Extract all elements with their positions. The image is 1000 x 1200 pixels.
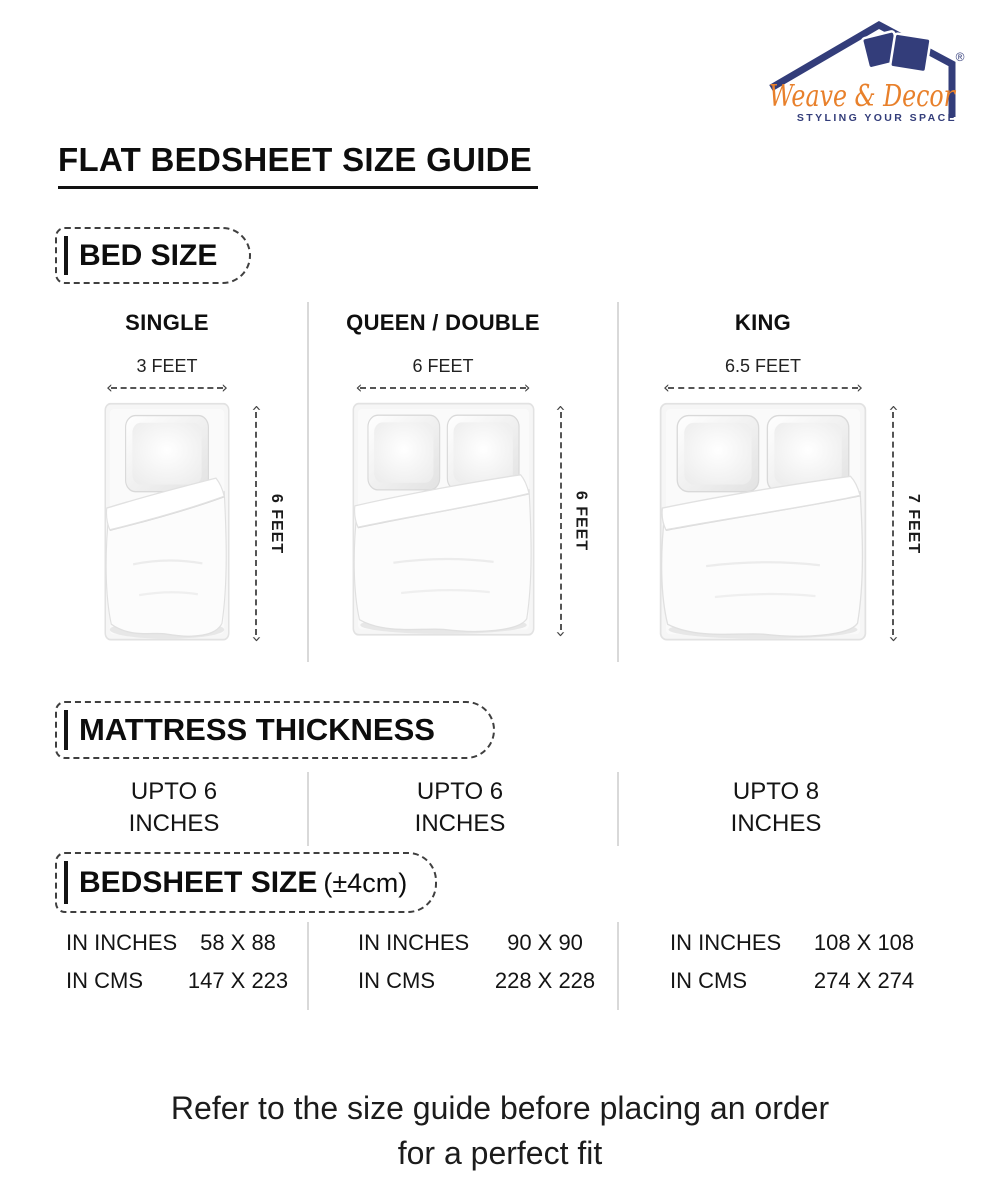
size-value: 147 X 223 <box>187 968 289 993</box>
width-dimension-arrow: ‹ › <box>663 378 863 398</box>
section-header-bedsheet-size: BEDSHEET SIZE (±4cm) <box>55 852 437 913</box>
dashed-line <box>110 387 224 389</box>
bed-height-label: 6 FEET <box>268 493 285 554</box>
dashed-line <box>255 412 257 635</box>
size-unit-label: IN INCHES <box>358 930 470 955</box>
bed-name: QUEEN / DOUBLE <box>346 310 540 335</box>
arrowhead-right-icon: › <box>221 378 228 398</box>
brand-name: Weave & Decor <box>769 79 956 114</box>
bedsheet-size-text: BEDSHEET SIZE <box>79 865 318 899</box>
arrowhead-up-icon: ‹ <box>246 404 266 412</box>
bed-illustration-queen <box>351 401 536 641</box>
section-header-label: BED SIZE <box>79 238 218 272</box>
mattress-thickness-king: UPTO 8 INCHES <box>651 776 901 840</box>
bed-column-king: KING 6.5 FEET ‹ › ‹ › 7 FEET <box>638 310 922 646</box>
dashed-line <box>360 387 526 389</box>
column-divider <box>617 302 619 662</box>
arrowhead-up-icon: ‹ <box>550 404 571 412</box>
height-dimension-arrow: ‹ › <box>246 402 266 645</box>
section-header-bed-size: BED SIZE <box>55 227 251 284</box>
size-cell-single-cms: IN CMS 147 X 223 <box>66 968 304 994</box>
bed-height-label: 7 FEET <box>905 493 922 554</box>
footer-note: Refer to the size guide before placing a… <box>0 1086 1000 1176</box>
footer-line-1: Refer to the size guide before placing a… <box>170 1090 830 1126</box>
bed-height-label: 6 FEET <box>572 490 590 552</box>
size-value: 90 X 90 <box>507 930 583 955</box>
bed-column-queen-double: QUEEN / DOUBLE 6 FEET ‹ › ‹ › 6 FEET <box>318 310 589 641</box>
bed-width-label: 6 FEET <box>412 356 474 376</box>
column-divider <box>617 772 619 846</box>
width-dimension-arrow: ‹ › <box>355 378 531 398</box>
thickness-line: UPTO 6 <box>130 778 218 805</box>
brand-logo: ® Weave & Decor STYLING YOUR SPACE <box>769 20 965 124</box>
arrowhead-down-icon: › <box>550 630 571 638</box>
bed-illustration-king <box>658 401 868 646</box>
pillow-icon <box>861 30 932 74</box>
arrowhead-left-icon: ‹ <box>106 378 113 398</box>
size-cell-king-inches: IN INCHES 108 X 108 <box>670 930 929 956</box>
size-unit-label: IN CMS <box>66 968 143 993</box>
arrowhead-down-icon: › <box>246 635 266 643</box>
size-cell-single-inches: IN INCHES 58 X 88 <box>66 930 304 956</box>
registered-mark: ® <box>956 50 965 64</box>
arrowhead-right-icon: › <box>856 378 863 398</box>
dashed-line <box>559 412 562 630</box>
page-title: FLAT BEDSHEET SIZE GUIDE <box>58 141 539 189</box>
size-cell-queen-cms: IN CMS 228 X 228 <box>358 968 610 994</box>
mattress-thickness-queen: UPTO 6 INCHES <box>335 776 585 840</box>
thickness-line: INCHES <box>730 809 822 837</box>
arrowhead-down-icon: › <box>883 635 903 643</box>
bed-name: KING <box>734 310 792 335</box>
size-unit-label: IN INCHES <box>670 930 782 955</box>
header-accent-bar <box>64 861 68 904</box>
size-value: 274 X 274 <box>813 968 915 993</box>
footer-line-2: for a perfect fit <box>397 1134 603 1171</box>
header-accent-bar <box>64 710 68 750</box>
thickness-line: INCHES <box>414 809 506 837</box>
thickness-line: INCHES <box>128 809 220 837</box>
section-header-label: MATTRESS THICKNESS <box>79 712 435 747</box>
brand-tagline: STYLING YOUR SPACE <box>797 112 957 124</box>
size-unit-label: IN CMS <box>670 968 747 993</box>
bed-name: SINGLE <box>125 310 209 335</box>
thickness-line: UPTO 6 <box>416 778 504 805</box>
size-unit-label: IN CMS <box>358 968 435 993</box>
bed-column-single: SINGLE 3 FEET ‹ › ‹ › 6 FEET <box>42 310 292 646</box>
size-value: 108 X 108 <box>813 930 915 955</box>
dashed-line <box>892 412 894 635</box>
arrowhead-left-icon: ‹ <box>355 378 363 398</box>
size-cell-king-cms: IN CMS 274 X 274 <box>670 968 929 994</box>
width-dimension-arrow: ‹ › <box>106 378 228 398</box>
header-accent-bar <box>64 236 68 275</box>
bed-illustration-single <box>103 401 231 646</box>
tolerance-text: (±4cm) <box>323 867 408 898</box>
column-divider <box>307 772 309 846</box>
arrowhead-right-icon: › <box>523 378 531 398</box>
size-cell-queen-inches: IN INCHES 90 X 90 <box>358 930 610 956</box>
section-header-mattress-thickness: MATTRESS THICKNESS <box>55 701 495 759</box>
dashed-line <box>667 387 859 389</box>
size-unit-label: IN INCHES <box>66 930 178 955</box>
column-divider <box>617 922 619 1010</box>
column-divider <box>307 922 309 1010</box>
thickness-line: UPTO 8 <box>732 778 820 805</box>
size-value: 58 X 88 <box>200 930 276 955</box>
size-value: 228 X 228 <box>494 968 596 993</box>
height-dimension-arrow: ‹ › <box>883 402 903 645</box>
bed-width-label: 3 FEET <box>136 356 198 376</box>
column-divider <box>307 302 309 662</box>
bed-width-label: 6.5 FEET <box>724 356 802 376</box>
height-dimension-arrow: ‹ › <box>550 402 571 640</box>
arrowhead-up-icon: ‹ <box>883 404 903 412</box>
mattress-thickness-single: UPTO 6 INCHES <box>49 776 299 840</box>
section-header-label: BEDSHEET SIZE (±4cm) <box>68 866 417 900</box>
arrowhead-left-icon: ‹ <box>663 378 670 398</box>
